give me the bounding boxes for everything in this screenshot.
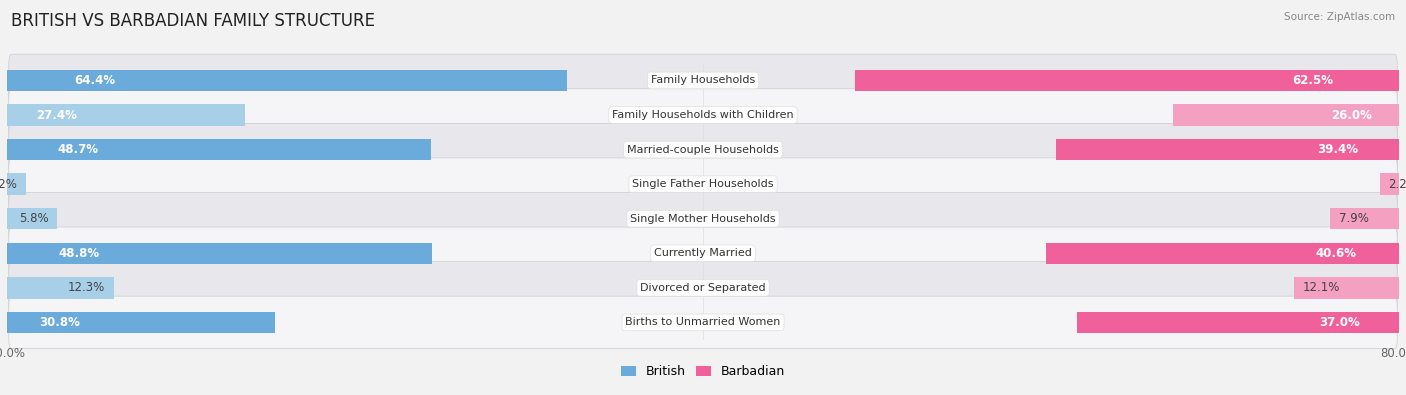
Text: 12.3%: 12.3% [67, 281, 105, 294]
Text: Single Mother Households: Single Mother Households [630, 214, 776, 224]
Bar [1077, 312, 1399, 333]
FancyBboxPatch shape [8, 227, 1398, 280]
Text: 62.5%: 62.5% [1292, 74, 1334, 87]
Text: 7.9%: 7.9% [1339, 212, 1369, 225]
Text: 64.4%: 64.4% [75, 74, 115, 87]
Bar [1379, 173, 1399, 195]
FancyBboxPatch shape [8, 54, 1398, 107]
Text: 48.8%: 48.8% [58, 247, 98, 260]
Text: Family Households with Children: Family Households with Children [612, 110, 794, 120]
Text: Married-couple Households: Married-couple Households [627, 145, 779, 154]
FancyBboxPatch shape [8, 296, 1398, 349]
Text: Divorced or Separated: Divorced or Separated [640, 283, 766, 293]
FancyBboxPatch shape [8, 123, 1398, 176]
Bar [7, 104, 246, 126]
Bar [7, 277, 114, 299]
Bar [1046, 243, 1399, 264]
Text: 40.6%: 40.6% [1316, 247, 1357, 260]
Text: 30.8%: 30.8% [39, 316, 80, 329]
Text: 27.4%: 27.4% [35, 109, 76, 122]
Text: 37.0%: 37.0% [1320, 316, 1361, 329]
Text: Family Households: Family Households [651, 75, 755, 85]
Text: Currently Married: Currently Married [654, 248, 752, 258]
Legend: British, Barbadian: British, Barbadian [616, 360, 790, 383]
Bar [7, 173, 27, 195]
Bar [7, 139, 430, 160]
Bar [7, 208, 58, 229]
Text: Births to Unmarried Women: Births to Unmarried Women [626, 318, 780, 327]
Bar [1173, 104, 1399, 126]
FancyBboxPatch shape [8, 261, 1398, 314]
Bar [7, 243, 432, 264]
FancyBboxPatch shape [8, 192, 1398, 245]
FancyBboxPatch shape [8, 158, 1398, 211]
Bar [7, 312, 276, 333]
Text: 2.2%: 2.2% [1389, 178, 1406, 191]
Text: Source: ZipAtlas.com: Source: ZipAtlas.com [1284, 12, 1395, 22]
Bar [1294, 277, 1399, 299]
Bar [1056, 139, 1399, 160]
Text: BRITISH VS BARBADIAN FAMILY STRUCTURE: BRITISH VS BARBADIAN FAMILY STRUCTURE [11, 12, 375, 30]
Bar [1330, 208, 1399, 229]
Bar [855, 70, 1399, 91]
Text: 48.7%: 48.7% [58, 143, 98, 156]
FancyBboxPatch shape [8, 89, 1398, 141]
Text: 5.8%: 5.8% [20, 212, 49, 225]
Text: 39.4%: 39.4% [1317, 143, 1358, 156]
Bar [7, 70, 567, 91]
Text: 12.1%: 12.1% [1302, 281, 1340, 294]
Text: Single Father Households: Single Father Households [633, 179, 773, 189]
Text: 26.0%: 26.0% [1331, 109, 1372, 122]
Text: 2.2%: 2.2% [0, 178, 17, 191]
